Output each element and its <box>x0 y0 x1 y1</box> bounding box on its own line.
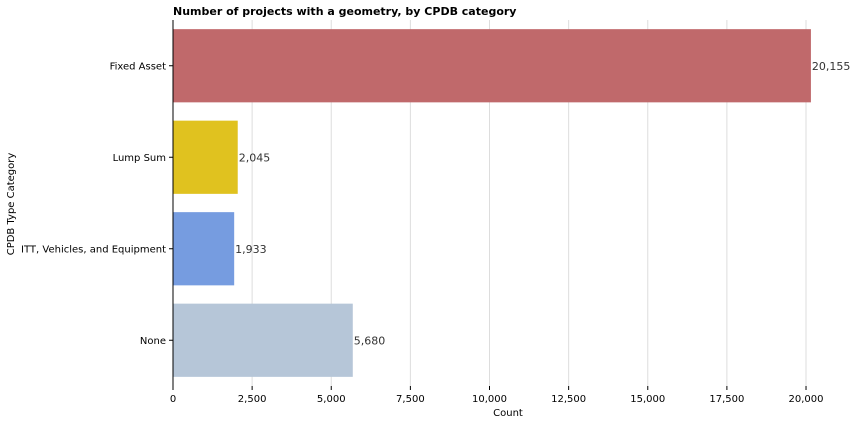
x-tick-label: 12,500 <box>551 394 586 405</box>
bar <box>173 303 353 377</box>
data-label: 2,045 <box>239 151 271 164</box>
y-tick-label: Fixed Asset <box>110 61 167 72</box>
x-tick-label: 2,500 <box>238 394 267 405</box>
data-label: 5,680 <box>354 334 386 347</box>
x-axis-label: Count <box>493 408 523 419</box>
x-tick-label: 7,500 <box>396 394 425 405</box>
x-ticks: 0 2,500 5,000 7,500 10,000 12,500 15,000 17,500… <box>170 386 824 405</box>
y-tick-label: ITT, Vehicles, and Equipment <box>21 244 166 255</box>
x-tick-label: 17,500 <box>709 394 744 405</box>
y-ticks: Fixed Asset Lump Sum ITT, Vehicles, and Eq… <box>21 61 173 347</box>
x-tick-label: 20,000 <box>789 394 824 405</box>
data-label: 1,933 <box>235 243 267 256</box>
x-tick-label: 5,000 <box>317 394 346 405</box>
data-label: 20,155 <box>812 60 851 73</box>
bar <box>173 212 235 286</box>
y-axis-label: CPDB Type Category <box>6 153 17 256</box>
x-tick-label: 15,000 <box>630 394 665 405</box>
y-tick-label: Lump Sum <box>113 153 166 164</box>
bars <box>173 29 811 377</box>
bar <box>173 29 811 103</box>
y-tick-label: None <box>140 336 166 347</box>
bar <box>173 120 238 194</box>
x-tick-label: 10,000 <box>472 394 507 405</box>
data-labels: 20,155 2,045 1,933 5,680 <box>235 60 850 348</box>
chart-title: Number of projects with a geometry, by C… <box>173 5 516 18</box>
x-tick-label: 0 <box>170 394 176 405</box>
